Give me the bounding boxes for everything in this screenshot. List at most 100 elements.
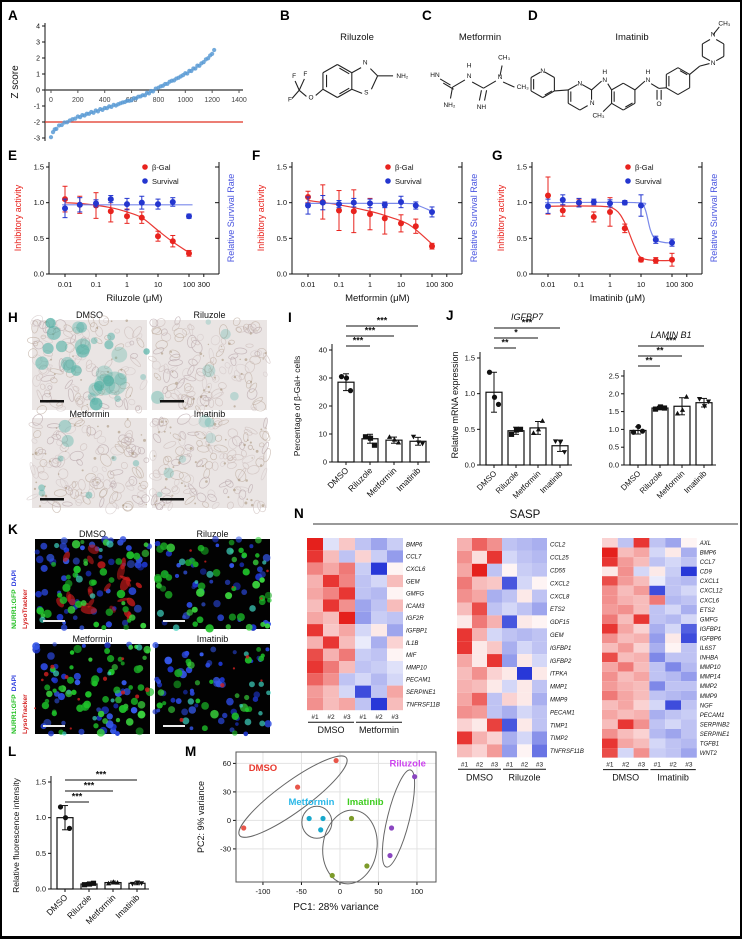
k-image-title: Metformin: [72, 634, 113, 644]
svg-text:IGFBP6: IGFBP6: [700, 636, 722, 642]
svg-text:CCL25: CCL25: [550, 556, 569, 562]
svg-text:IGF2R: IGF2R: [406, 616, 424, 622]
svg-text:NH: NH: [477, 104, 487, 111]
svg-text:***: ***: [522, 318, 533, 328]
svg-text:O: O: [309, 95, 314, 102]
svg-text:#1: #1: [311, 714, 319, 721]
svg-text:10: 10: [154, 280, 162, 289]
svg-text:***: ***: [353, 336, 364, 346]
svg-text:PECAM1: PECAM1: [700, 713, 725, 719]
svg-text:Imatinib: Imatinib: [347, 797, 384, 808]
svg-text:1: 1: [368, 280, 372, 289]
svg-text:#2: #2: [327, 714, 335, 721]
svg-text:0: 0: [227, 816, 231, 825]
bgal-micrograph-imatinib: [148, 413, 271, 514]
svg-text:TGFB1: TGFB1: [700, 742, 719, 748]
svg-text:Imatinib: Imatinib: [682, 469, 709, 496]
svg-text:***: ***: [377, 316, 388, 326]
svg-text:-3: -3: [34, 136, 40, 143]
bgal-micrograph-dmso: [27, 314, 150, 415]
svg-text:IL1B: IL1B: [406, 641, 418, 647]
svg-text:2.5: 2.5: [609, 372, 619, 381]
svg-text:2.0: 2.0: [609, 389, 619, 398]
svg-text:300: 300: [441, 280, 454, 289]
panel-label-b: B: [280, 8, 290, 23]
svg-text:MMP2: MMP2: [700, 684, 718, 690]
svg-text:#1: #1: [506, 761, 514, 768]
svg-text:Riluzole: Riluzole: [389, 758, 425, 769]
riluzole-dose-chart: 0.0 0.5 1.0 1.5 0.01 0.1 1 10 100 300 Riluzole (μM…: [13, 162, 236, 304]
svg-text:1: 1: [36, 72, 40, 79]
svg-text:TNFRSF11B: TNFRSF11B: [550, 749, 584, 755]
svg-text:0.5: 0.5: [34, 234, 44, 243]
svg-text:Survival: Survival: [395, 177, 422, 186]
svg-text:BMP6: BMP6: [406, 542, 423, 548]
svg-text:**: **: [501, 338, 509, 348]
panel-label-i: I: [288, 310, 292, 325]
svg-text:DMSO: DMSO: [466, 772, 493, 782]
svg-text:Percentage of β-Gal+ cells: Percentage of β-Gal+ cells: [292, 356, 302, 457]
k-side-labels: NURR1:GFPDAPI LysoTracker: [11, 570, 29, 629]
svg-text:N: N: [711, 32, 716, 39]
svg-text:50: 50: [374, 887, 382, 896]
svg-text:***: ***: [72, 792, 83, 802]
fluorescence-image-riluzole: [154, 535, 272, 633]
svg-text:0.5: 0.5: [609, 443, 619, 452]
svg-text:GMFG: GMFG: [700, 617, 718, 623]
panel-label-j: J: [446, 308, 454, 323]
svg-text:0.0: 0.0: [609, 461, 619, 470]
svg-text:PC2: 9% variance: PC2: 9% variance: [196, 781, 206, 853]
svg-text:LysoTracker: LysoTracker: [22, 694, 29, 734]
svg-text:Metformin (μM): Metformin (μM): [345, 293, 410, 304]
pca-plot: -100 -50 0 50 100 -30 0 30 60 PC1: 28% variance PC…: [196, 751, 437, 913]
svg-text:#2: #2: [476, 761, 484, 768]
svg-text:#2: #2: [669, 762, 677, 769]
svg-text:CCL7: CCL7: [406, 555, 422, 561]
svg-text:**: **: [645, 356, 653, 366]
svg-text:***: ***: [96, 770, 107, 780]
svg-text:1.0: 1.0: [277, 198, 287, 207]
svg-text:10: 10: [637, 280, 645, 289]
svg-text:MMP14: MMP14: [700, 675, 721, 681]
svg-text:0.1: 0.1: [91, 280, 101, 289]
svg-text:0.0: 0.0: [517, 270, 527, 279]
svg-text:0.01: 0.01: [58, 280, 73, 289]
svg-text:100: 100: [426, 280, 439, 289]
svg-text:#3: #3: [343, 714, 351, 721]
svg-text:Relative fluorescence intensit: Relative fluorescence intensity: [11, 777, 21, 893]
svg-text:Relative Survival Rate: Relative Survival Rate: [709, 174, 719, 263]
svg-text:#1: #1: [359, 714, 367, 721]
svg-text:1.0: 1.0: [34, 198, 44, 207]
svg-text:IGFBP1: IGFBP1: [406, 628, 427, 634]
compound-title-imatinib: Imatinib: [615, 32, 649, 43]
svg-text:#2: #2: [622, 762, 630, 769]
svg-text:O: O: [657, 101, 662, 108]
svg-text:F: F: [292, 73, 296, 80]
svg-text:F: F: [288, 97, 292, 104]
svg-text:Z score: Z score: [10, 65, 21, 99]
svg-text:S: S: [364, 89, 369, 96]
svg-text:#3: #3: [391, 714, 399, 721]
svg-text:ETS2: ETS2: [550, 607, 566, 613]
svg-text:N: N: [540, 68, 545, 75]
h-image-title: Riluzole: [193, 310, 226, 320]
svg-text:CXCL1: CXCL1: [700, 579, 719, 585]
svg-text:ETS2: ETS2: [700, 608, 716, 614]
fluorescence-intensity-bar-chart: 0.00.51.01.5DMSORiluzoleMetforminImatini…: [11, 770, 149, 926]
svg-text:2: 2: [36, 56, 40, 63]
svg-text:MMP1: MMP1: [550, 685, 567, 691]
svg-text:MMP9: MMP9: [700, 694, 718, 700]
svg-text:*: *: [514, 328, 518, 338]
svg-text:β-Gal: β-Gal: [395, 163, 414, 172]
svg-text:CH₃: CH₃: [517, 84, 529, 91]
svg-text:Survival: Survival: [152, 177, 179, 186]
svg-text:N: N: [590, 100, 595, 107]
svg-text:PC1: 28% variance: PC1: 28% variance: [293, 902, 379, 913]
svg-text:Relative mRNA expression: Relative mRNA expression: [450, 351, 460, 458]
svg-text:0.5: 0.5: [517, 234, 527, 243]
svg-text:1.5: 1.5: [465, 354, 475, 363]
svg-text:Imatinib (μM): Imatinib (μM): [590, 293, 646, 304]
svg-text:0.5: 0.5: [277, 234, 287, 243]
